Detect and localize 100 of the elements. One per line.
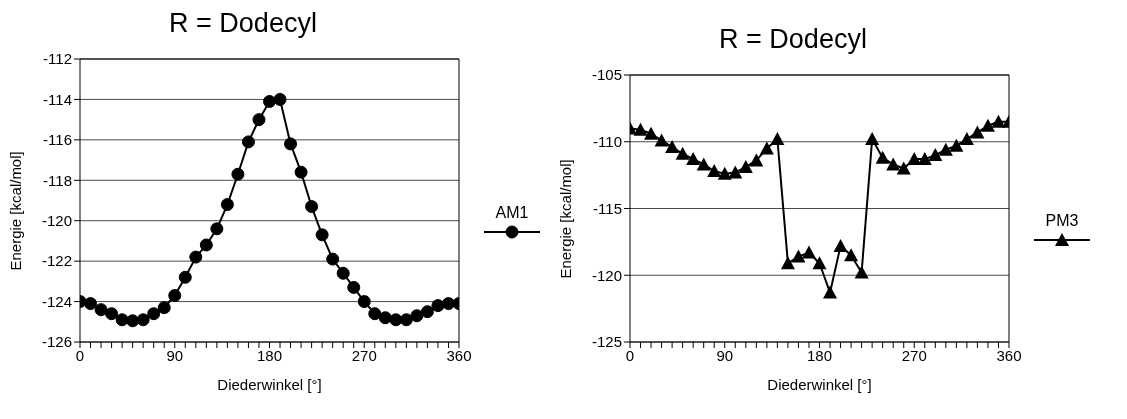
point xyxy=(178,270,192,284)
point xyxy=(991,114,1006,128)
text: AM1 xyxy=(495,204,529,222)
point xyxy=(707,164,722,178)
point xyxy=(896,161,911,175)
point xyxy=(791,249,806,263)
point xyxy=(854,265,869,279)
point xyxy=(115,313,129,327)
x-tick-label: 360 xyxy=(446,346,472,364)
text: PM3 xyxy=(1045,212,1079,230)
point xyxy=(410,309,424,323)
chart-title: R = Dodecyl xyxy=(168,8,318,40)
point xyxy=(284,137,298,151)
point xyxy=(801,245,816,259)
point xyxy=(189,250,203,264)
point xyxy=(780,256,795,270)
y-tick-label: -126 xyxy=(41,333,72,351)
point xyxy=(728,165,743,179)
point xyxy=(147,307,161,321)
point xyxy=(210,222,224,236)
point xyxy=(749,153,764,167)
x-tick-label: 180 xyxy=(256,346,283,364)
point xyxy=(157,301,171,315)
y-tick-label: -118 xyxy=(43,171,72,189)
point xyxy=(420,305,434,319)
point xyxy=(347,280,361,294)
x-tick-label: 180 xyxy=(806,346,833,364)
point xyxy=(126,314,140,328)
point xyxy=(875,150,890,164)
point xyxy=(94,303,108,317)
point xyxy=(441,297,455,311)
point xyxy=(844,248,859,262)
point xyxy=(199,238,213,252)
point xyxy=(294,165,308,179)
point xyxy=(368,307,382,321)
point xyxy=(336,266,350,280)
point xyxy=(378,311,392,325)
point xyxy=(84,297,98,311)
point xyxy=(970,125,985,139)
point xyxy=(665,140,680,154)
point xyxy=(907,152,922,166)
point xyxy=(105,307,119,321)
point xyxy=(833,238,848,252)
x-tick-label: 90 xyxy=(166,346,184,364)
x-axis-title: Diederwinkel [°] xyxy=(767,376,872,393)
point xyxy=(633,122,648,136)
point xyxy=(759,141,774,155)
y-tick-label: -110 xyxy=(593,133,622,151)
point xyxy=(399,313,413,327)
point xyxy=(675,146,690,160)
point xyxy=(136,313,150,327)
point xyxy=(823,285,838,299)
point xyxy=(315,228,329,242)
y-tick-label: -115 xyxy=(593,199,622,217)
point xyxy=(696,157,711,171)
y-tick-label: -120 xyxy=(41,212,72,230)
x-tick-label: 360 xyxy=(996,346,1022,364)
point xyxy=(241,135,255,149)
y-tick-label: -125 xyxy=(591,333,622,351)
point xyxy=(231,167,245,181)
point xyxy=(654,133,669,147)
x-axis-title: Diederwinkel [°] xyxy=(217,376,322,393)
point xyxy=(168,289,182,303)
point xyxy=(949,138,964,152)
y-tick-label: -124 xyxy=(41,292,72,310)
y-tick-label: -120 xyxy=(591,266,622,284)
y-axis-title: Energie [kcal/mol] xyxy=(557,159,575,279)
point xyxy=(431,299,445,313)
point xyxy=(220,198,234,212)
point xyxy=(917,152,932,166)
y-tick-label: -116 xyxy=(43,131,72,149)
point xyxy=(812,256,827,270)
point xyxy=(738,160,753,174)
y-tick-label: -105 xyxy=(591,66,622,84)
point xyxy=(686,152,701,166)
y-tick-label: -112 xyxy=(43,50,72,68)
x-tick-label: 90 xyxy=(716,346,734,364)
point xyxy=(644,126,659,140)
point xyxy=(389,313,403,327)
y-axis-title: Energie [kcal/mol] xyxy=(7,151,25,271)
chart-title: R = Dodecyl xyxy=(718,24,868,56)
x-tick-label: 270 xyxy=(901,346,927,364)
point xyxy=(252,113,266,127)
point xyxy=(886,157,901,171)
point xyxy=(326,252,340,266)
point xyxy=(273,92,287,106)
point xyxy=(938,142,953,156)
x-tick-label: 0 xyxy=(625,346,635,364)
point xyxy=(980,118,995,132)
point xyxy=(865,132,880,146)
point xyxy=(717,166,732,180)
point xyxy=(928,148,943,162)
y-tick-label: -122 xyxy=(41,252,72,270)
point xyxy=(357,295,371,309)
x-tick-label: 270 xyxy=(351,346,377,364)
y-tick-label: -114 xyxy=(43,90,72,108)
point xyxy=(959,132,974,146)
point xyxy=(305,200,319,214)
point xyxy=(263,94,276,108)
point xyxy=(770,132,785,146)
